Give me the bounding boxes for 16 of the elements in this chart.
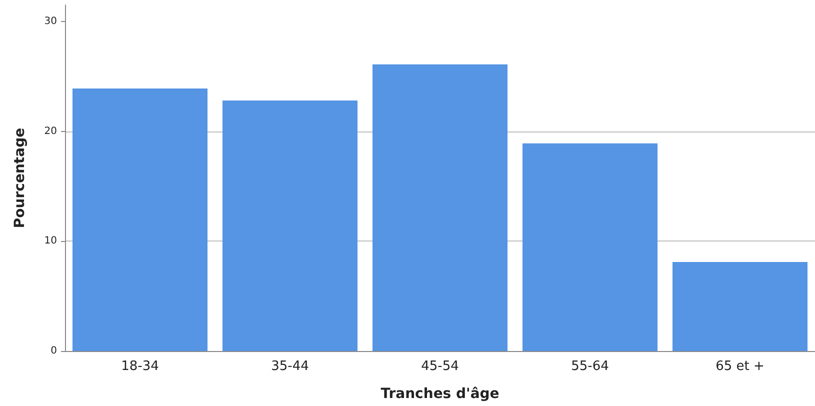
y-tick-label: 0 — [50, 346, 57, 356]
x-tick-label: 45-54 — [421, 359, 459, 374]
y-tick-label: 30 — [44, 16, 57, 27]
y-tick-label: 10 — [44, 236, 57, 247]
x-axis-title: Tranches d'âge — [380, 386, 500, 402]
bar — [372, 64, 508, 351]
y-axis-title: Pourcentage — [12, 128, 28, 228]
x-tick-label: 65 et + — [716, 359, 764, 374]
bar — [672, 262, 808, 351]
x-tick-label: 55-64 — [571, 359, 609, 374]
bar — [222, 100, 358, 351]
y-tick-label: 20 — [44, 126, 57, 137]
x-tick-label: 18-34 — [121, 359, 159, 374]
x-tick-label: 35-44 — [271, 359, 309, 374]
bar — [72, 88, 208, 351]
bar — [522, 143, 658, 351]
